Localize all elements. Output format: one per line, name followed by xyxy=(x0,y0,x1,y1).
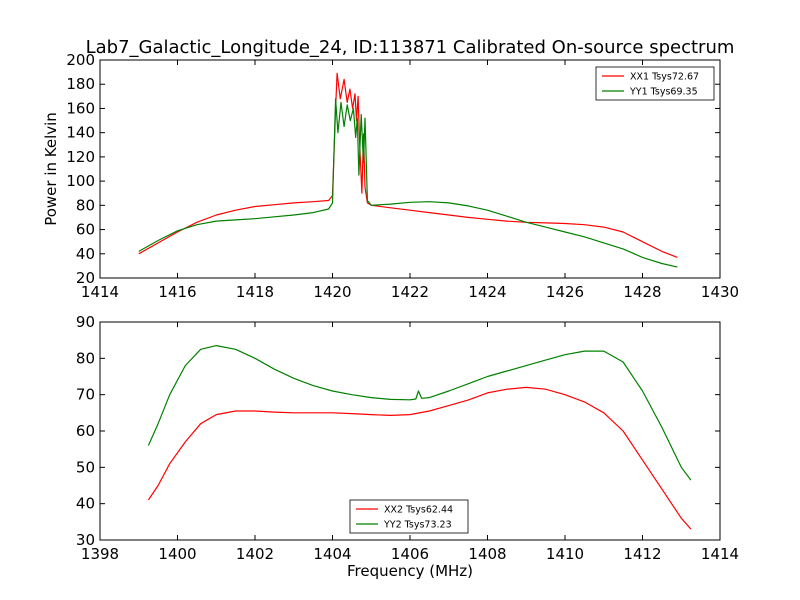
top-x-tick-label: 1424 xyxy=(468,283,506,301)
top-y-tick-label: 100 xyxy=(66,172,95,190)
bottom-y-tick-label: 30 xyxy=(76,531,95,549)
bottom-y-tick-label: 50 xyxy=(76,458,95,476)
bottom-x-tick-label: 1400 xyxy=(158,545,196,563)
top-x-tick-label: 1414 xyxy=(81,283,119,301)
bottom-ticks-layer: 1398 1400 1402 1404 1406 1408 1410 1412 1414 30 40… xyxy=(76,313,739,563)
bottom-x-tick-label: 1410 xyxy=(546,545,584,563)
figure-title: Lab7_Galactic_Longitude_24, ID:113871 Ca… xyxy=(86,37,735,58)
bottom-legend-label-2: YY2 Tsys73.23 xyxy=(383,520,452,531)
bottom-y-tick-label: 90 xyxy=(76,313,95,331)
bottom-series-layer xyxy=(147,345,692,530)
top-x-tick-label: 1416 xyxy=(158,283,196,301)
bottom-series-line-1 xyxy=(147,386,692,530)
top-y-tick-label: 60 xyxy=(76,221,95,239)
bottom-x-tick-label: 1408 xyxy=(468,545,506,563)
bottom-x-axis-label: Frequency (MHz) xyxy=(347,562,473,580)
bottom-legend-label-1: XX2 Tsys62.44 xyxy=(384,505,453,516)
top-legend-label-1: XX1 Tsys72.67 xyxy=(630,72,699,83)
top-x-tick-label: 1426 xyxy=(546,283,584,301)
bottom-subplot: 1398 1400 1402 1404 1406 1408 1410 1412 1414 30 40… xyxy=(76,313,739,580)
bottom-legend: XX2 Tsys62.44 YY2 Tsys73.23 xyxy=(349,499,469,534)
top-x-tick-label: 1422 xyxy=(391,283,429,301)
top-series-line-2 xyxy=(138,98,678,268)
top-x-tick-label: 1430 xyxy=(701,283,739,301)
bottom-y-tick-label: 40 xyxy=(76,495,95,513)
top-y-tick-label: 120 xyxy=(66,148,95,166)
top-y-axis-label: Power in Kelvin xyxy=(42,112,60,226)
top-y-tick-label: 20 xyxy=(76,269,95,287)
bottom-x-tick-label: 1406 xyxy=(391,545,429,563)
top-x-tick-label: 1420 xyxy=(313,283,351,301)
top-y-tick-label: 200 xyxy=(66,51,95,69)
top-ticks-layer: 1414 1416 1418 1420 1422 1424 1426 1428 1430 20 40… xyxy=(66,51,739,301)
top-legend-frame xyxy=(595,66,715,101)
bottom-series-line-2 xyxy=(147,345,692,481)
bottom-x-tick-label: 1412 xyxy=(623,545,661,563)
top-series-line-1 xyxy=(138,72,678,258)
bottom-y-tick-label: 80 xyxy=(76,349,95,367)
bottom-x-tick-label: 1402 xyxy=(236,545,274,563)
top-subplot: 1414 1416 1418 1420 1422 1424 1426 1428 1430 20 40… xyxy=(42,51,739,301)
top-y-tick-label: 160 xyxy=(66,99,95,117)
top-y-tick-label: 80 xyxy=(76,196,95,214)
top-legend-label-2: YY1 Tsys69.35 xyxy=(629,87,698,98)
top-series-layer xyxy=(138,72,678,268)
top-x-tick-label: 1418 xyxy=(236,283,274,301)
top-y-tick-label: 140 xyxy=(66,124,95,142)
bottom-y-tick-label: 60 xyxy=(76,422,95,440)
bottom-x-tick-label: 1404 xyxy=(313,545,351,563)
bottom-x-tick-label: 1398 xyxy=(81,545,119,563)
bottom-x-tick-label: 1414 xyxy=(701,545,739,563)
bottom-y-tick-label: 70 xyxy=(76,386,95,404)
bottom-legend-frame xyxy=(349,499,469,534)
top-y-tick-label: 180 xyxy=(66,75,95,93)
top-x-tick-label: 1428 xyxy=(623,283,661,301)
top-y-tick-label: 40 xyxy=(76,245,95,263)
top-legend: XX1 Tsys72.67 YY1 Tsys69.35 xyxy=(595,66,715,101)
